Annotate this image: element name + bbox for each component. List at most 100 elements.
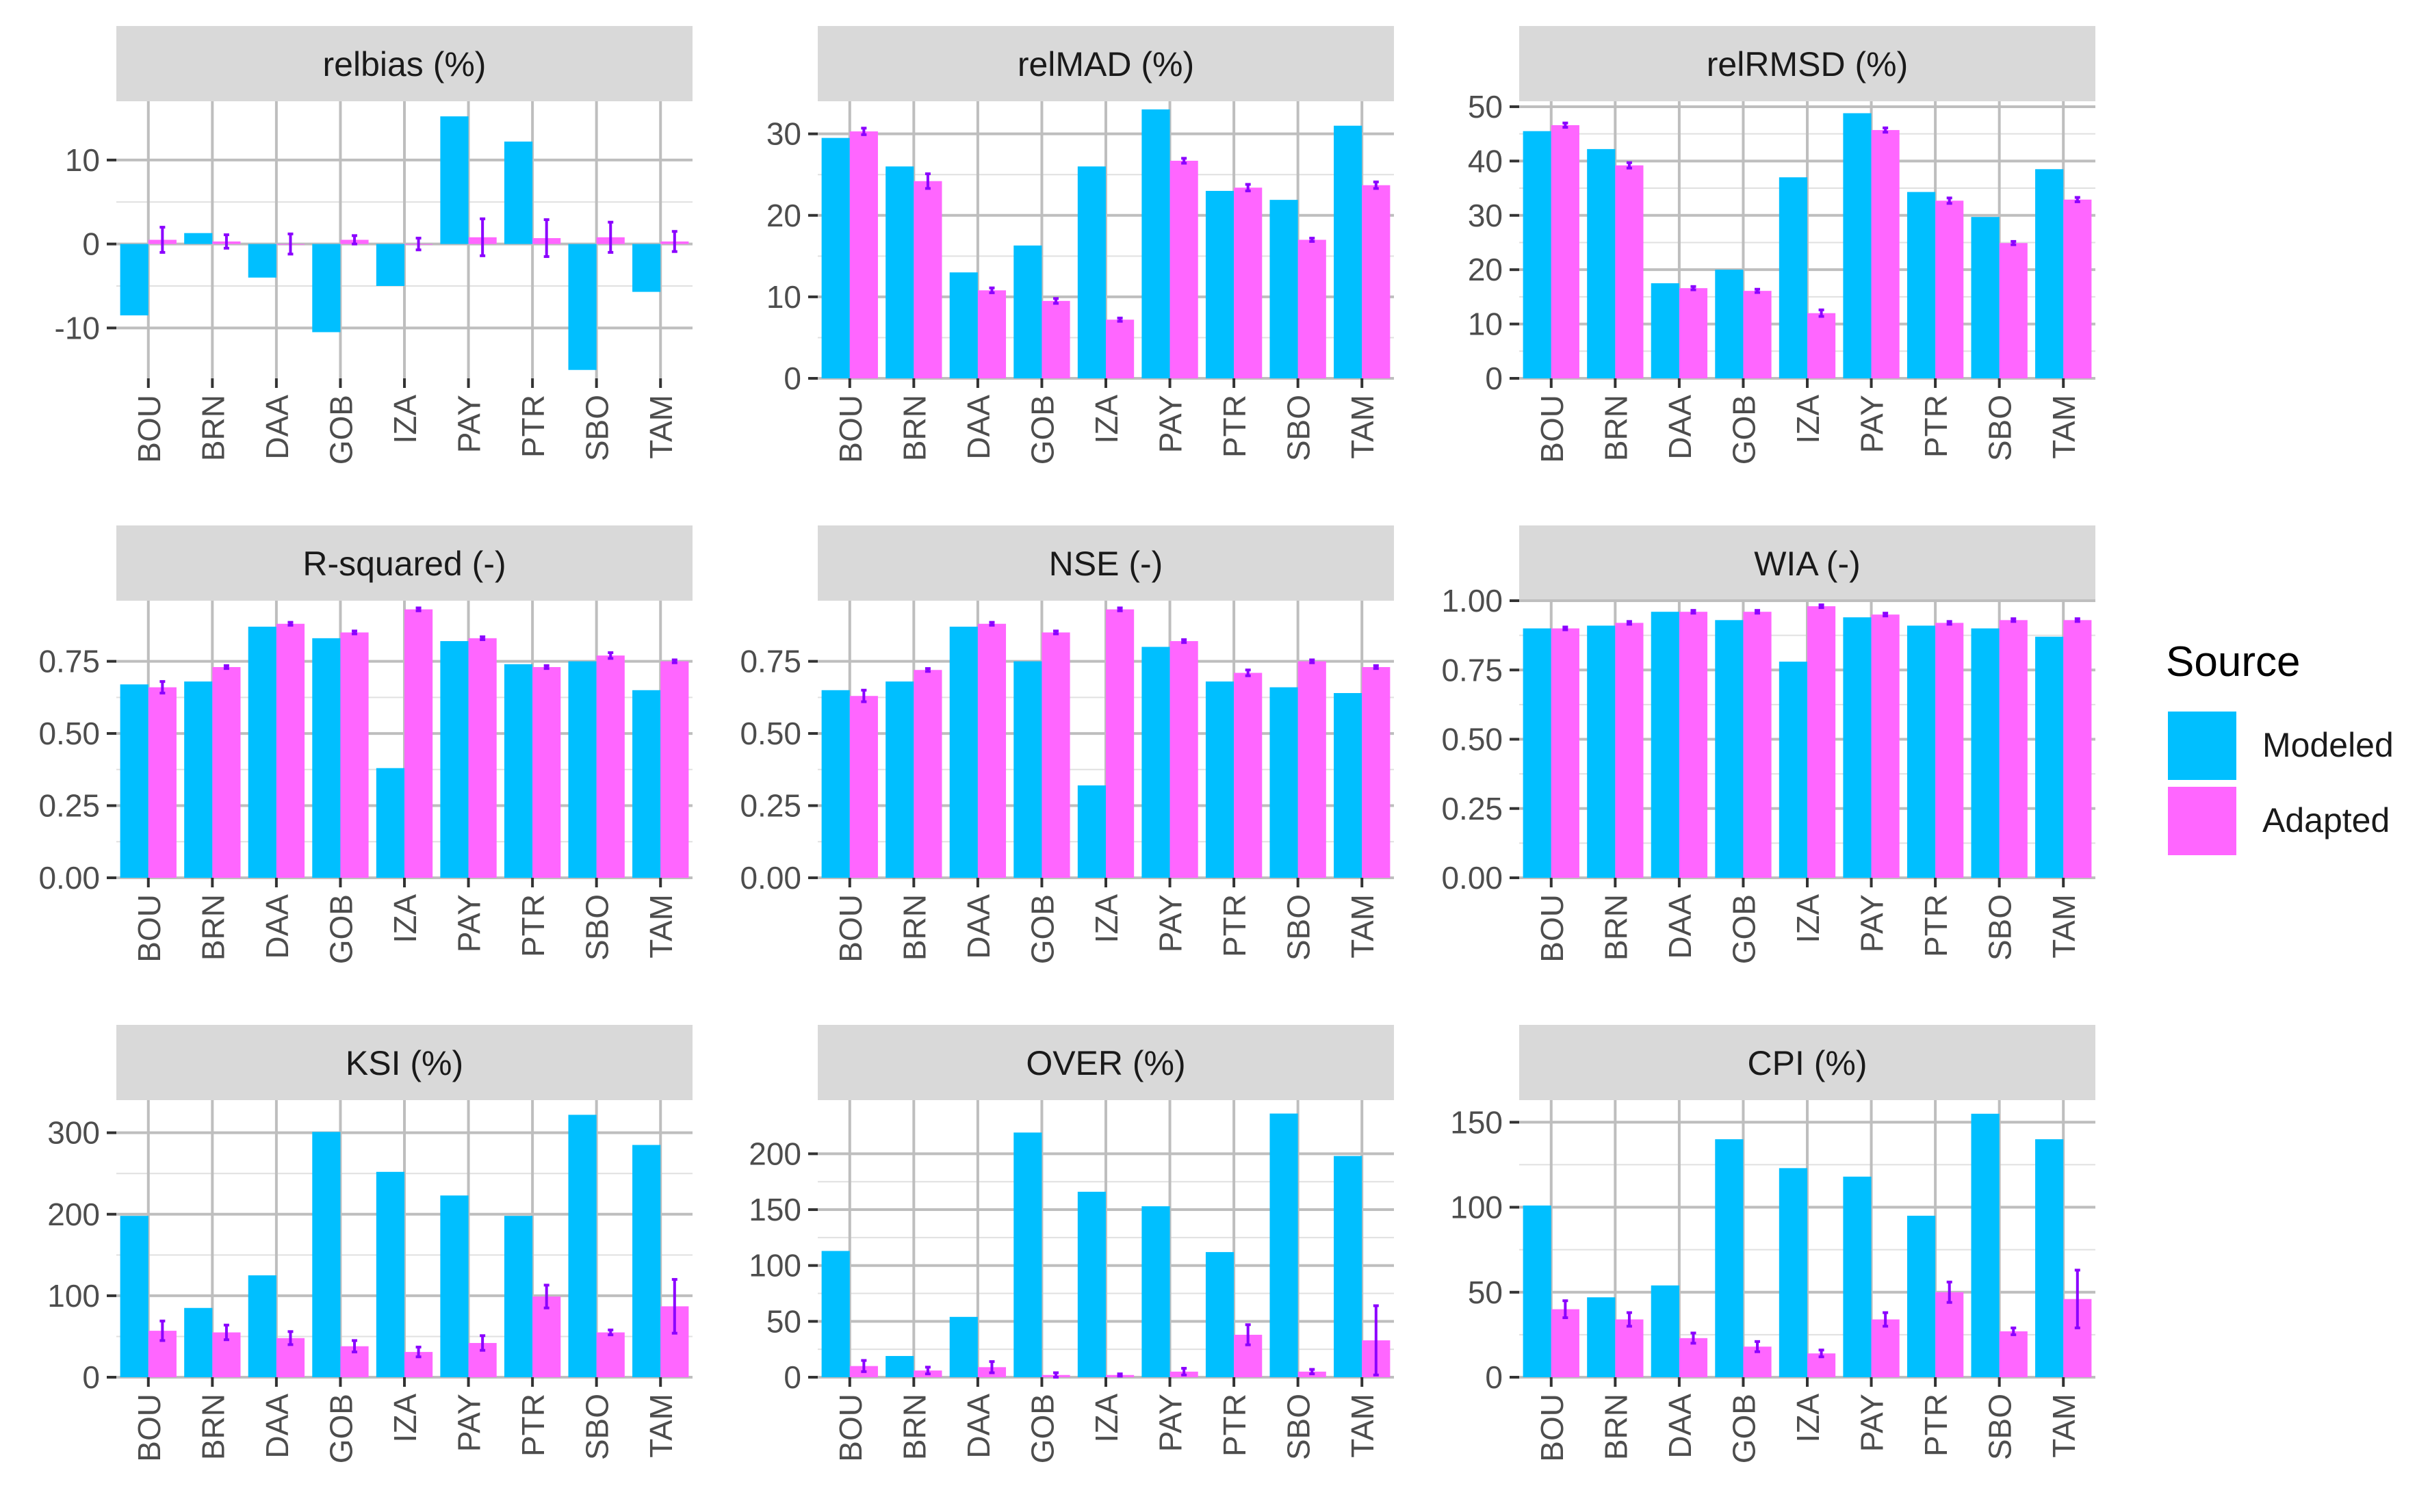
x-tick-label: PAY — [1153, 395, 1189, 453]
bar-modeled — [120, 1216, 148, 1377]
x-tick-label: PAY — [452, 894, 487, 952]
x-tick-label: SBO — [580, 894, 615, 961]
bar-adapted — [404, 609, 433, 878]
bar-adapted — [914, 670, 942, 878]
panel-strip — [116, 525, 693, 601]
bar-adapted — [1551, 1309, 1579, 1377]
bar-modeled — [1651, 1285, 1679, 1377]
y-tick-label: 0.50 — [1441, 722, 1503, 757]
bar-adapted — [1169, 160, 1198, 379]
bar-adapted — [1871, 130, 1900, 378]
bar-modeled — [312, 638, 341, 878]
bar-modeled — [1141, 1206, 1170, 1377]
bar-modeled — [821, 1251, 850, 1377]
bar-adapted — [1615, 165, 1644, 379]
x-tick-label: BRN — [195, 894, 231, 961]
x-tick-label: TAM — [2046, 894, 2082, 959]
chart-panel: relMAD (%) 0 10 20 30 BOU BRN DAA GOB IZA PAY PTR SB… — [766, 26, 1394, 465]
chart-panel: relRMSD (%) 0 10 20 30 40 50 BOU BRN DAA GOB IZA PAY… — [1468, 26, 2095, 465]
x-tick-label: SBO — [1982, 894, 2018, 961]
legend-label-modeled: Modeled — [2262, 726, 2394, 764]
bar-modeled — [821, 690, 850, 878]
bar-modeled — [632, 244, 661, 292]
bar-modeled — [1077, 785, 1106, 878]
bar-modeled — [1205, 1252, 1235, 1377]
y-tick-label: 1.00 — [1441, 583, 1503, 618]
x-tick-label: BRN — [896, 894, 932, 961]
x-tick-label: BOU — [131, 395, 167, 463]
bar-modeled — [1971, 628, 2000, 878]
bar-modeled — [1077, 1191, 1106, 1377]
panel-strip — [818, 525, 1394, 601]
bar-modeled — [1779, 1168, 1807, 1377]
bar-modeled — [312, 1132, 341, 1377]
bar-modeled — [949, 626, 978, 878]
y-tick-label: 0.25 — [38, 788, 100, 824]
x-tick-label: IZA — [387, 395, 423, 444]
chart-panel: OVER (%) 0 50 100 150 200 BOU BRN DAA GOB IZA PAY PT… — [749, 1025, 1394, 1463]
x-tick-label: PAY — [452, 1394, 487, 1452]
y-tick-label: 0 — [784, 361, 801, 396]
bar-modeled — [568, 244, 597, 370]
bar-modeled — [821, 138, 850, 378]
bar-modeled — [886, 1355, 914, 1377]
bar-modeled — [440, 1195, 469, 1377]
bar-modeled — [1269, 687, 1298, 878]
x-tick-label: BRN — [896, 395, 932, 461]
y-tick-label: 10 — [766, 279, 801, 315]
bar-adapted — [1935, 200, 1964, 378]
bar-modeled — [886, 681, 914, 878]
panel-title: KSI (%) — [346, 1044, 463, 1082]
bar-modeled — [1013, 661, 1042, 878]
bar-modeled — [120, 684, 148, 878]
x-tick-label: PAY — [1854, 894, 1890, 952]
x-tick-label: BOU — [1534, 1394, 1570, 1462]
bar-modeled — [248, 626, 276, 878]
x-tick-label: PTR — [1918, 894, 1954, 957]
x-tick-label: GOB — [1726, 395, 1761, 465]
x-tick-label: GOB — [1024, 894, 1060, 964]
x-tick-label: SBO — [1982, 395, 2018, 461]
x-tick-label: BRN — [896, 1394, 932, 1460]
chart-panel: KSI (%) 0 100 200 300 BOU BRN DAA GOB IZA PAY PTR SB… — [47, 1025, 693, 1463]
y-tick-label: 0 — [1485, 361, 1503, 396]
bar-modeled — [949, 272, 978, 378]
x-tick-label: BOU — [833, 395, 868, 463]
y-tick-label: 0.00 — [740, 860, 801, 896]
bar-adapted — [1999, 243, 2028, 378]
x-tick-label: PAY — [1854, 1394, 1890, 1452]
y-tick-label: 40 — [1468, 143, 1503, 179]
bar-modeled — [1971, 217, 2000, 378]
bar-modeled — [1587, 1297, 1616, 1377]
y-tick-label: 0.50 — [740, 716, 801, 751]
bar-adapted — [1551, 125, 1579, 379]
bar-modeled — [1269, 1113, 1298, 1377]
y-tick-label: 10 — [1468, 307, 1503, 342]
x-tick-label: IZA — [1790, 894, 1826, 943]
bar-adapted — [1615, 623, 1644, 878]
x-tick-label: GOB — [1024, 395, 1060, 465]
panel-title: CPI (%) — [1748, 1044, 1867, 1082]
x-tick-label: TAM — [2046, 395, 2082, 459]
x-tick-label: DAA — [961, 395, 996, 460]
y-tick-label: -10 — [55, 310, 100, 346]
x-tick-label: SBO — [1982, 1394, 2018, 1460]
bar-adapted — [212, 667, 241, 878]
bar-modeled — [376, 768, 404, 878]
bar-modeled — [1334, 125, 1362, 378]
x-tick-label: BRN — [195, 1394, 231, 1460]
bar-modeled — [1715, 270, 1744, 378]
x-tick-label: IZA — [387, 1394, 423, 1443]
bar-adapted — [660, 661, 689, 878]
y-tick-label: 0 — [82, 226, 100, 262]
x-tick-label: GOB — [323, 1394, 359, 1463]
x-tick-label: SBO — [1281, 894, 1317, 961]
y-tick-label: 200 — [749, 1136, 801, 1171]
bar-adapted — [596, 655, 625, 878]
x-tick-label: PTR — [1918, 1394, 1954, 1457]
bar-modeled — [2035, 636, 2064, 878]
x-tick-label: GOB — [323, 395, 359, 465]
x-tick-label: PAY — [452, 395, 487, 453]
bar-modeled — [504, 664, 533, 878]
y-tick-label: 0 — [784, 1359, 801, 1395]
